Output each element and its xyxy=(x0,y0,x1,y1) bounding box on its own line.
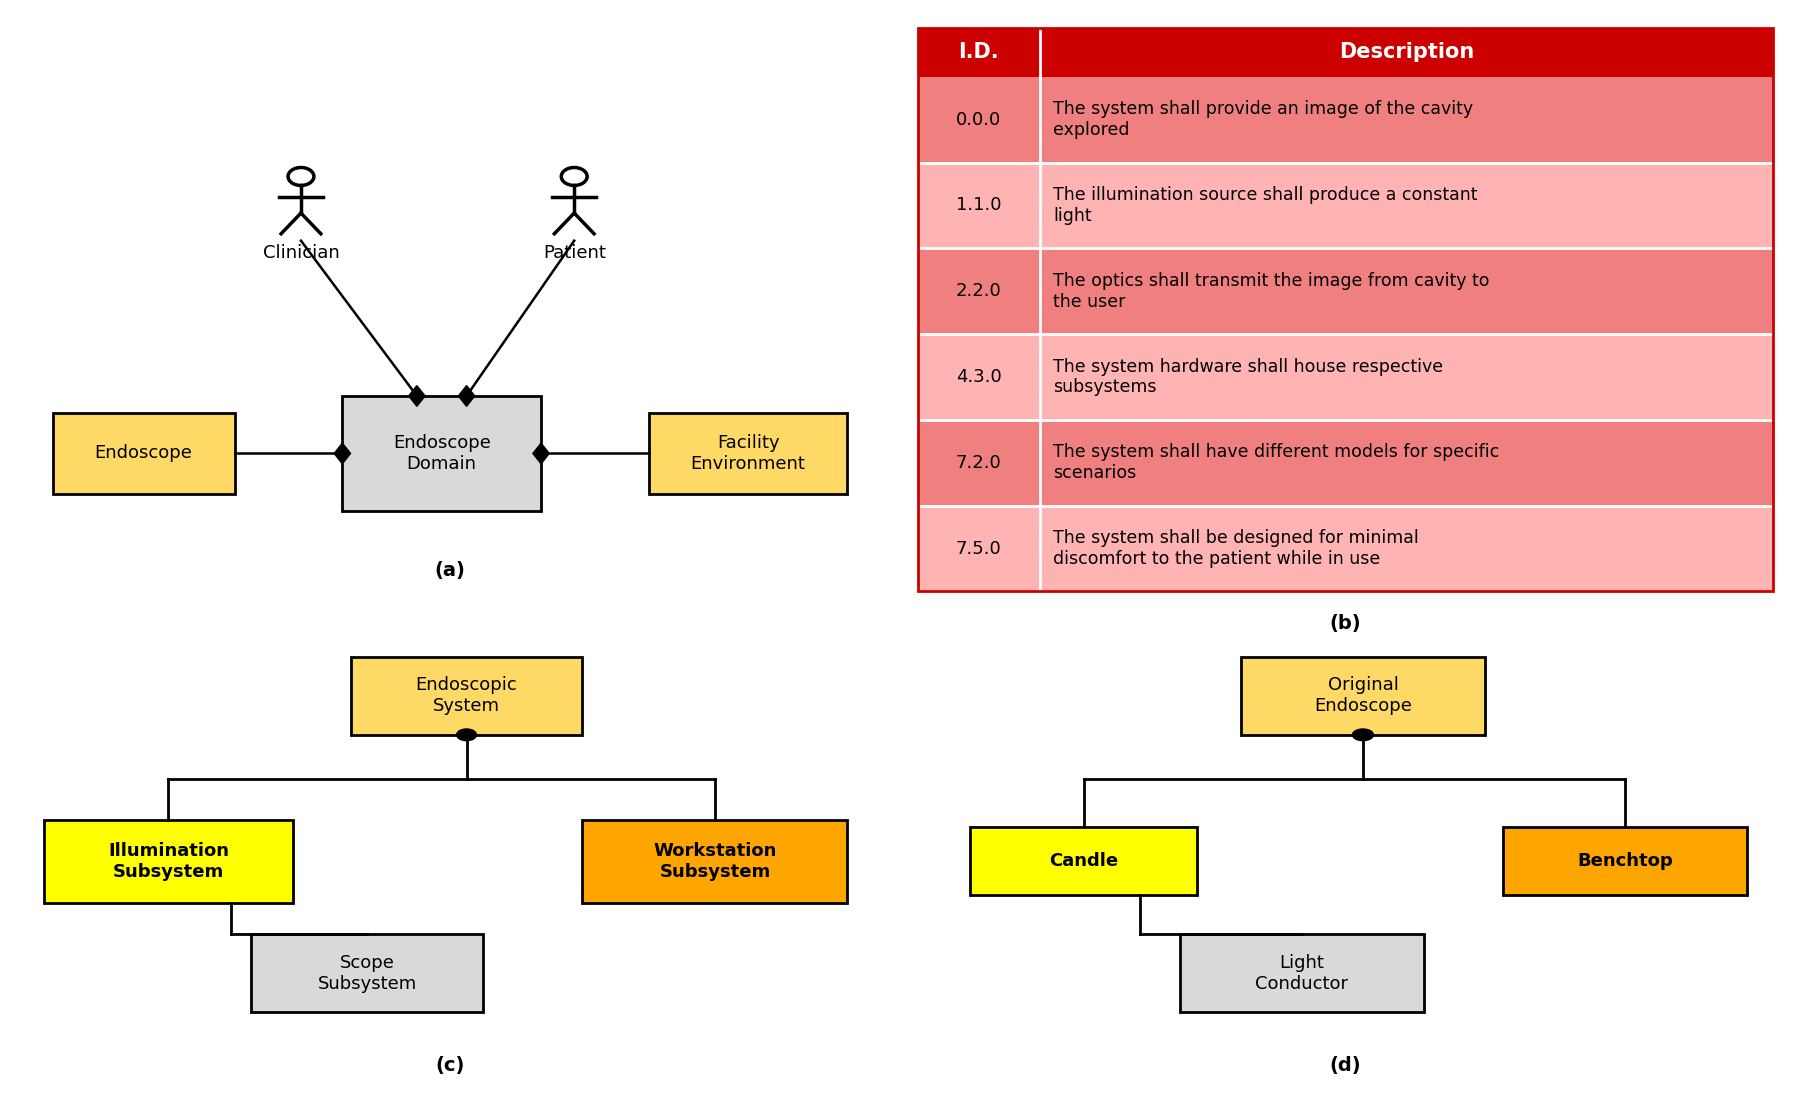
Text: The illumination source shall produce a constant
light: The illumination source shall produce a … xyxy=(1053,186,1478,225)
Text: I.D.: I.D. xyxy=(959,42,999,62)
Text: 7.5.0: 7.5.0 xyxy=(956,540,1003,557)
Text: Endoscope
Domain: Endoscope Domain xyxy=(392,434,491,473)
FancyBboxPatch shape xyxy=(1040,163,1773,249)
Text: Workstation
Subsystem: Workstation Subsystem xyxy=(653,842,776,880)
Text: Light
Conductor: Light Conductor xyxy=(1255,953,1348,993)
FancyBboxPatch shape xyxy=(351,657,583,734)
Text: The system shall be designed for minimal
discomfort to the patient while in use: The system shall be designed for minimal… xyxy=(1053,529,1418,568)
FancyBboxPatch shape xyxy=(648,414,848,493)
Text: (a): (a) xyxy=(434,561,466,580)
FancyBboxPatch shape xyxy=(918,163,1040,249)
FancyBboxPatch shape xyxy=(918,76,1040,163)
Text: (b): (b) xyxy=(1330,615,1361,634)
FancyBboxPatch shape xyxy=(583,820,848,902)
FancyBboxPatch shape xyxy=(342,396,542,511)
FancyBboxPatch shape xyxy=(52,414,234,493)
Text: The optics shall transmit the image from cavity to
the user: The optics shall transmit the image from… xyxy=(1053,272,1490,311)
Text: Clinician: Clinician xyxy=(263,243,340,261)
FancyBboxPatch shape xyxy=(1040,334,1773,420)
Polygon shape xyxy=(335,444,351,463)
Text: Illumination
Subsystem: Illumination Subsystem xyxy=(108,842,229,880)
FancyBboxPatch shape xyxy=(1179,935,1424,1012)
Text: Endoscopic
System: Endoscopic System xyxy=(416,677,517,716)
Polygon shape xyxy=(409,386,425,406)
FancyBboxPatch shape xyxy=(918,249,1040,334)
FancyBboxPatch shape xyxy=(970,827,1197,896)
Text: Benchtop: Benchtop xyxy=(1577,853,1672,870)
Text: (c): (c) xyxy=(436,1056,464,1075)
FancyBboxPatch shape xyxy=(918,420,1040,505)
FancyBboxPatch shape xyxy=(1240,657,1485,734)
Text: Facility
Environment: Facility Environment xyxy=(691,434,806,473)
Text: (d): (d) xyxy=(1330,1056,1361,1075)
Text: Candle: Candle xyxy=(1049,853,1118,870)
Text: 7.2.0: 7.2.0 xyxy=(956,453,1003,472)
Text: The system shall have different models for specific
scenarios: The system shall have different models f… xyxy=(1053,444,1499,482)
Text: Description: Description xyxy=(1339,42,1474,62)
Text: Endoscope: Endoscope xyxy=(95,445,193,462)
Text: 4.3.0: 4.3.0 xyxy=(956,368,1003,386)
Text: Original
Endoscope: Original Endoscope xyxy=(1314,677,1411,716)
FancyBboxPatch shape xyxy=(918,505,1040,592)
Text: 2.2.0: 2.2.0 xyxy=(956,282,1003,300)
Polygon shape xyxy=(459,386,475,406)
Text: 0.0.0: 0.0.0 xyxy=(956,111,1001,128)
FancyBboxPatch shape xyxy=(1040,76,1773,163)
Text: Scope
Subsystem: Scope Subsystem xyxy=(317,953,418,993)
Text: The system shall provide an image of the cavity
explored: The system shall provide an image of the… xyxy=(1053,101,1472,139)
Polygon shape xyxy=(533,444,549,463)
FancyBboxPatch shape xyxy=(1503,827,1748,896)
FancyBboxPatch shape xyxy=(1040,505,1773,592)
Text: The system hardware shall house respective
subsystems: The system hardware shall house respecti… xyxy=(1053,357,1444,396)
Circle shape xyxy=(1352,729,1373,741)
FancyBboxPatch shape xyxy=(252,935,482,1012)
Text: Patient: Patient xyxy=(544,243,605,261)
FancyBboxPatch shape xyxy=(1040,249,1773,334)
FancyBboxPatch shape xyxy=(918,334,1040,420)
Text: 1.1.0: 1.1.0 xyxy=(956,197,1001,215)
FancyBboxPatch shape xyxy=(45,820,293,902)
FancyBboxPatch shape xyxy=(1040,420,1773,505)
FancyBboxPatch shape xyxy=(918,28,1773,76)
Circle shape xyxy=(457,729,477,741)
